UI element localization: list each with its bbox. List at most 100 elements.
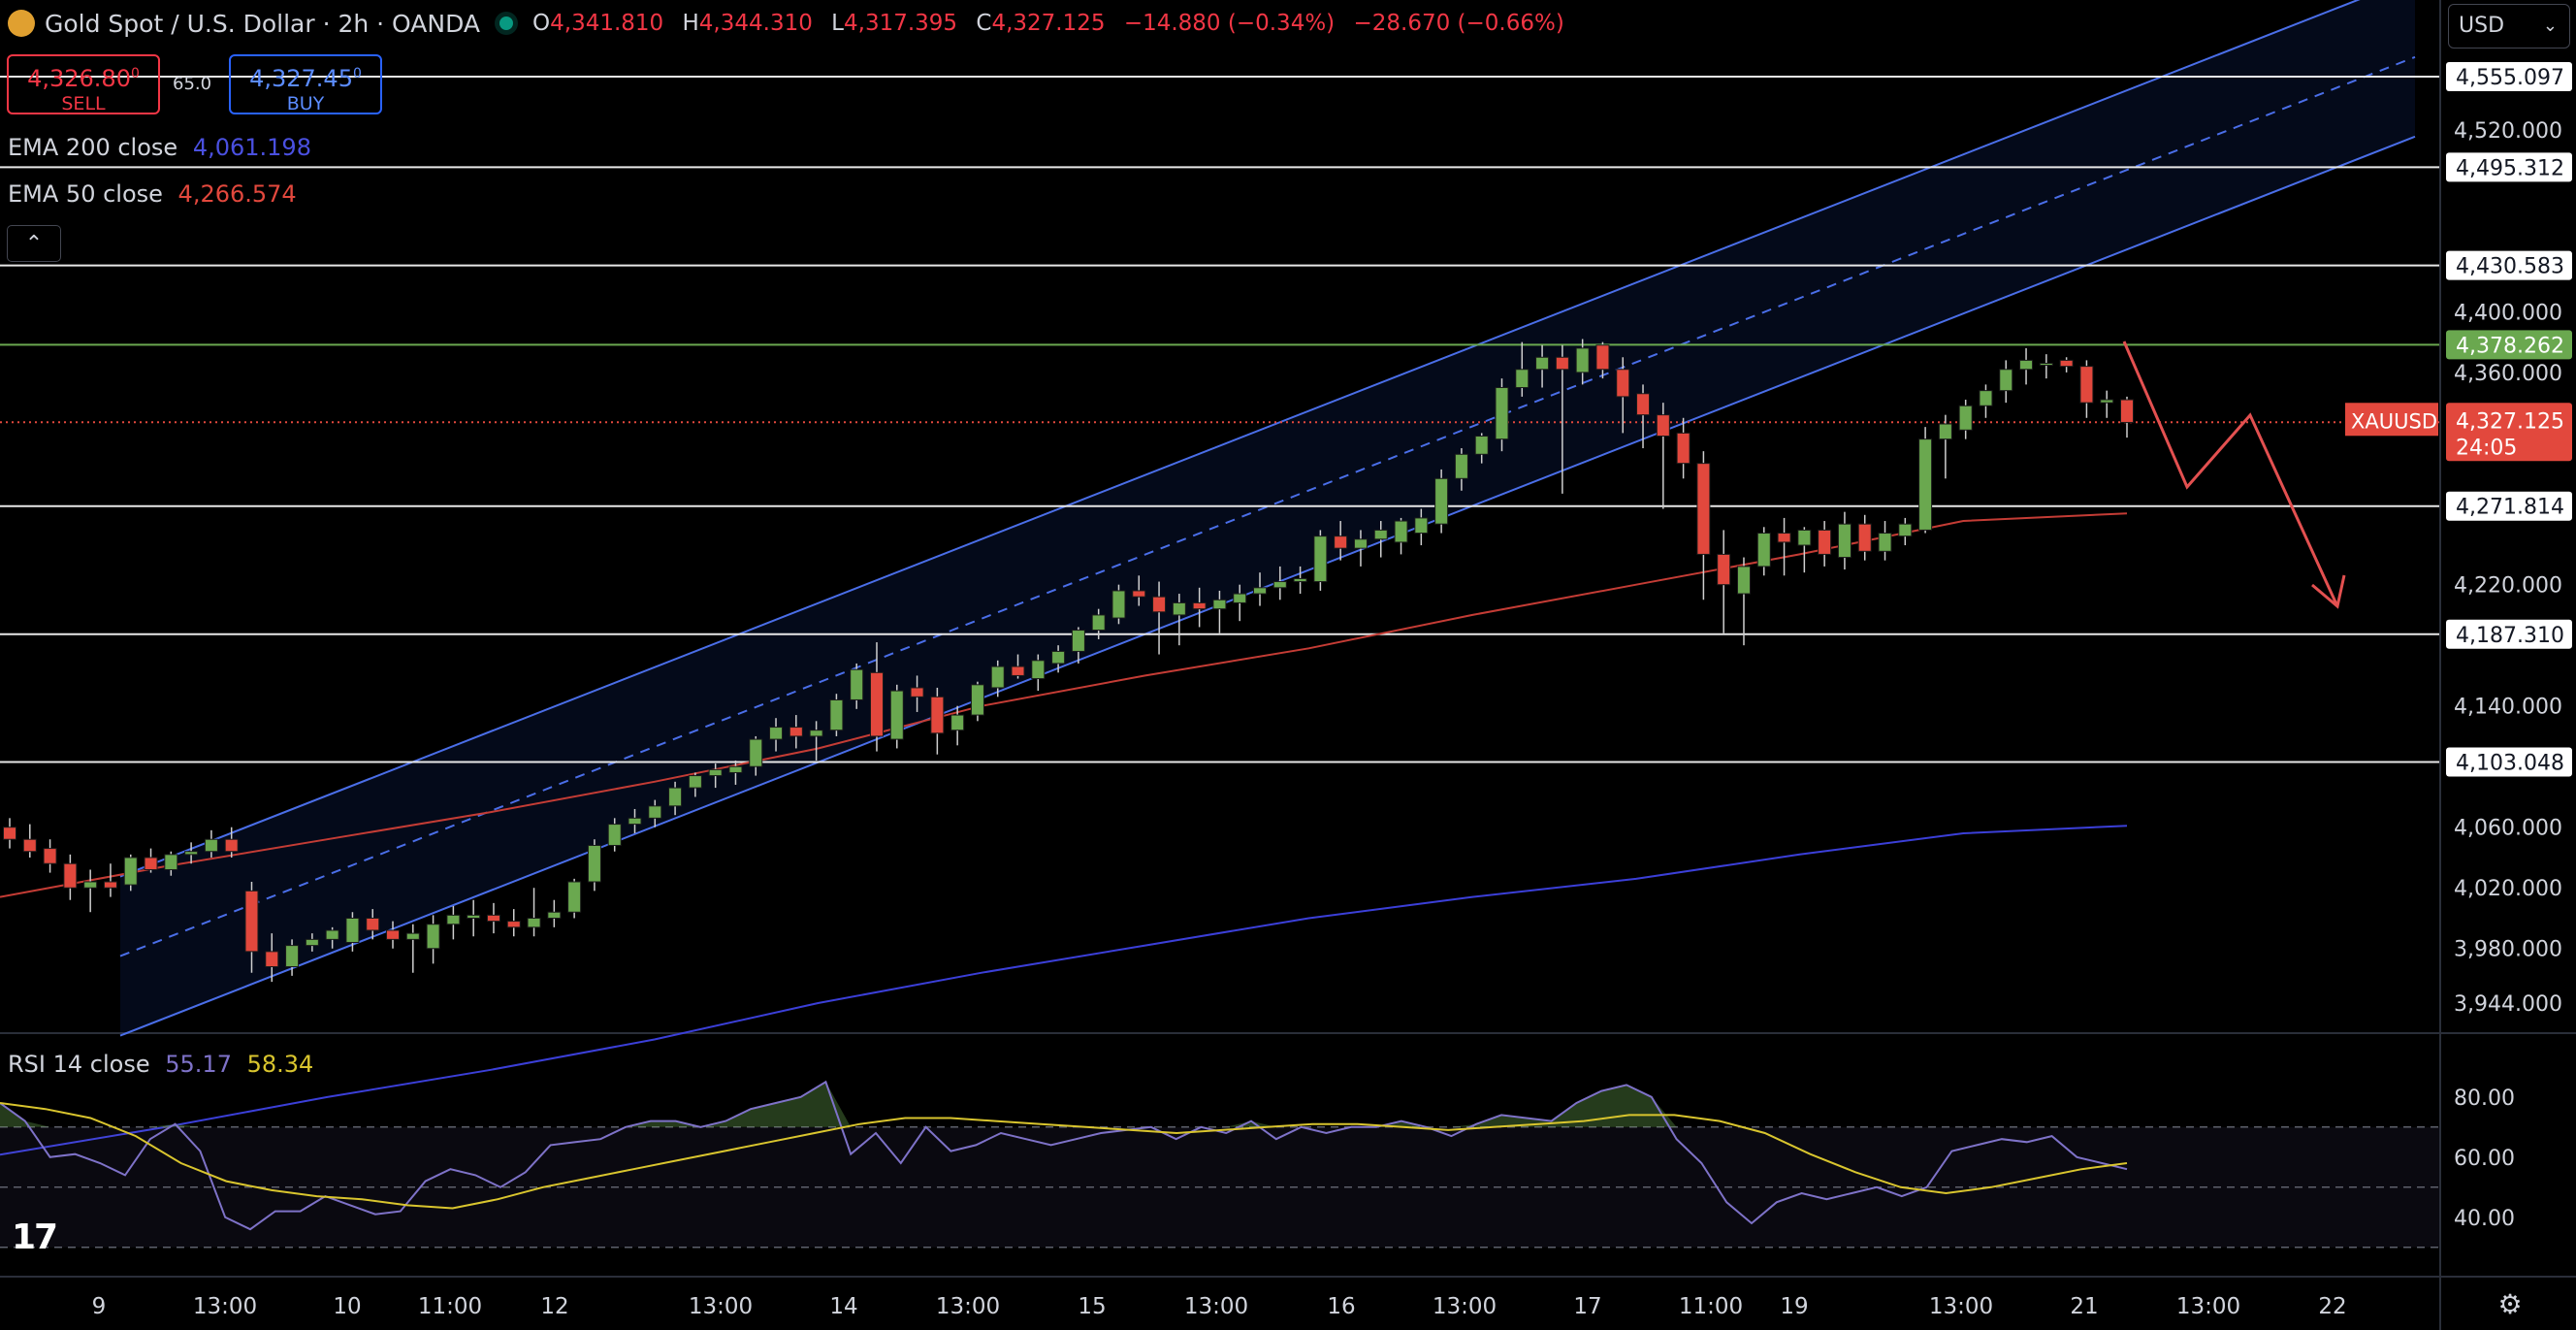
candle-body	[1132, 590, 1146, 598]
price-level-tag-bg	[2446, 619, 2572, 649]
collapse-legend-button[interactable]: ⌃	[7, 225, 61, 262]
settings-gear-icon[interactable]: ⚙	[2497, 1288, 2523, 1320]
sell-button[interactable]: 4,326.800 SELL	[7, 54, 160, 114]
close-value: 4,327.125	[991, 11, 1106, 36]
candle	[789, 715, 803, 749]
candle	[1272, 566, 1287, 600]
candle-body	[63, 862, 78, 889]
ema50-value: 4,266.574	[177, 180, 297, 208]
symbol-tag: XAUUSD	[2351, 409, 2437, 433]
candle	[668, 781, 683, 816]
candle	[1535, 344, 1550, 388]
horizontal-levels	[0, 76, 2439, 763]
candle-body	[1253, 587, 1268, 595]
candle-body	[1233, 593, 1247, 603]
candle-body	[1353, 538, 1368, 549]
candle	[1071, 627, 1085, 664]
candle	[467, 899, 481, 937]
candle-body	[889, 690, 904, 740]
candle	[1394, 517, 1408, 555]
candle	[123, 854, 138, 892]
candle-body	[1414, 517, 1429, 535]
candle	[1212, 590, 1227, 633]
candle-body	[1474, 436, 1489, 455]
time-tick-label: 13:00	[193, 1294, 257, 1319]
candle-body	[850, 668, 864, 700]
ema50-line	[0, 512, 2128, 898]
candle-body	[950, 714, 965, 731]
time-axis[interactable]: 9 13:00 10 11:00 12 13:00 14 13:00 15 13:00 16 13:0…	[92, 1294, 2347, 1319]
rsi-overbought-fill	[0, 1082, 2127, 1127]
candle-body	[628, 817, 642, 826]
candle	[1172, 594, 1186, 646]
candle	[889, 684, 904, 749]
sell-price-sup: 0	[130, 66, 140, 81]
time-tick-label: 17	[1573, 1294, 1601, 1319]
currency-select[interactable]: USD ⌄	[2448, 4, 2570, 49]
candle	[1051, 645, 1066, 673]
candle	[43, 839, 57, 873]
candle	[285, 939, 300, 976]
candle-body	[1152, 596, 1167, 613]
candle	[567, 878, 582, 919]
gold-coin-icon	[8, 10, 35, 37]
projection-arrow	[2122, 341, 2346, 609]
candle-body	[1636, 393, 1651, 416]
candle-body	[345, 917, 360, 943]
ema200-legend[interactable]: EMA 200 close 4,061.198	[8, 134, 311, 161]
candle-body	[1938, 423, 1952, 440]
candle-body	[366, 917, 380, 931]
candle-body	[164, 854, 178, 870]
rsi-tick-label: 80.00	[2454, 1087, 2515, 1111]
candle	[950, 705, 965, 746]
candle-body	[648, 805, 662, 819]
channel-fill	[120, 0, 2415, 1036]
candle	[1192, 587, 1207, 628]
buy-button[interactable]: 4,327.450 BUY	[229, 54, 382, 114]
price-tick-label: 4,360.000	[2454, 362, 2562, 386]
candle	[628, 808, 642, 833]
time-tick-label: 13:00	[1433, 1294, 1497, 1319]
symbol-title[interactable]: Gold Spot / U.S. Dollar · 2h · OANDA	[45, 9, 481, 38]
candle-body	[123, 857, 138, 886]
candle	[749, 735, 763, 776]
price-level-tag: 4,495.312	[2456, 156, 2564, 180]
tradingview-logo-icon[interactable]: 17	[12, 1217, 58, 1257]
candle	[1857, 514, 1872, 561]
candle	[305, 933, 319, 952]
candle-body	[467, 914, 481, 919]
high-value: 4,344.310	[698, 11, 813, 36]
rsi-legend[interactable]: RSI 14 close 55.17 58.34	[8, 1051, 313, 1078]
candle	[708, 763, 723, 789]
candle	[970, 681, 984, 722]
candle	[1878, 521, 1892, 561]
channel-lower-line	[119, 135, 2416, 1037]
candle-body	[1192, 601, 1207, 610]
time-tick-label: 12	[540, 1294, 568, 1319]
price-axis[interactable]: 4,555.097 4,520.000 4,495.312 4,430.583 4,40…	[2345, 62, 2572, 1017]
candle	[1495, 378, 1509, 452]
price-level-tag: 4,103.048	[2456, 751, 2564, 775]
candle-body	[2120, 399, 2134, 423]
rsi-ma-line	[0, 1102, 2128, 1210]
candle-body	[769, 727, 784, 740]
candle	[83, 869, 98, 913]
candle-body	[244, 890, 259, 953]
candle	[1575, 339, 1590, 385]
candle	[103, 863, 117, 897]
candle	[829, 694, 844, 736]
candle-body	[527, 917, 541, 928]
candle	[1474, 433, 1489, 464]
candle-body	[869, 671, 884, 737]
price-level-tag: 4,430.583	[2456, 255, 2564, 279]
close-label: C	[976, 11, 992, 36]
candle	[366, 909, 380, 940]
candle-body	[587, 844, 601, 883]
candle-body	[708, 768, 723, 777]
ema50-legend[interactable]: EMA 50 close 4,266.574	[8, 180, 297, 208]
candle-body	[910, 687, 924, 697]
candle-body	[1736, 566, 1751, 595]
candle	[486, 902, 500, 934]
buy-label: BUY	[286, 93, 325, 114]
